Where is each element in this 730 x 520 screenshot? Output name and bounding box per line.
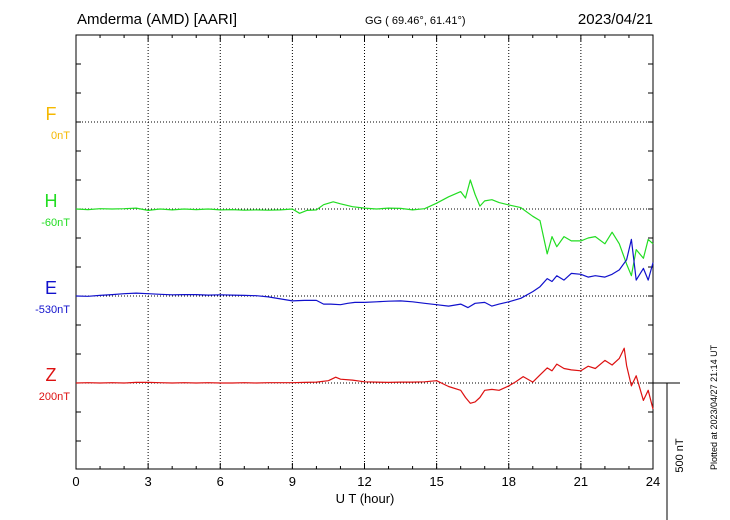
channel-baseline-e: -530nT: [35, 304, 70, 316]
x-tick-label: 15: [429, 474, 443, 489]
x-tick-label: 24: [646, 474, 660, 489]
channel-baseline-h: -60nT: [41, 217, 70, 229]
x-tick-label: 9: [289, 474, 296, 489]
channel-name-e: E: [45, 278, 57, 298]
axis-ticks: [75, 34, 654, 469]
x-tick-label: 6: [217, 474, 224, 489]
scale-bar-label: 500 nT: [674, 438, 686, 473]
x-tick-label: 12: [357, 474, 371, 489]
channel-name-z: Z: [46, 365, 57, 385]
x-axis-label: U T (hour): [336, 491, 395, 506]
x-tick-labels: 0 3 6 9 12 15 18 21 24: [72, 474, 660, 489]
station-title: Amderma (AMD) [AARI]: [77, 11, 237, 28]
series-line-e: [75, 238, 654, 309]
x-tick-label: 3: [145, 474, 152, 489]
x-tick-label: 0: [72, 474, 79, 489]
channel-name-h: H: [45, 191, 58, 211]
channel-baseline-f: 0nT: [51, 130, 70, 142]
channel-labels: F 0nT H -60nT E -530nT Z 200nT: [35, 104, 70, 403]
geographic-coords: GG ( 69.46°, 61.41°): [365, 15, 466, 27]
plotted-note: Plotted at 2023/04/27 21:14 UT: [709, 344, 719, 470]
grid: [76, 35, 653, 469]
series-line-h: [75, 179, 654, 277]
channel-name-f: F: [46, 104, 57, 124]
series-lines: [75, 179, 654, 410]
series-line-z: [75, 347, 654, 410]
x-tick-label: 18: [502, 474, 516, 489]
scale-bar: 500 nT: [653, 382, 686, 520]
chart-date: 2023/04/21: [578, 11, 653, 28]
x-tick-label: 21: [574, 474, 588, 489]
channel-baseline-z: 200nT: [39, 391, 70, 403]
